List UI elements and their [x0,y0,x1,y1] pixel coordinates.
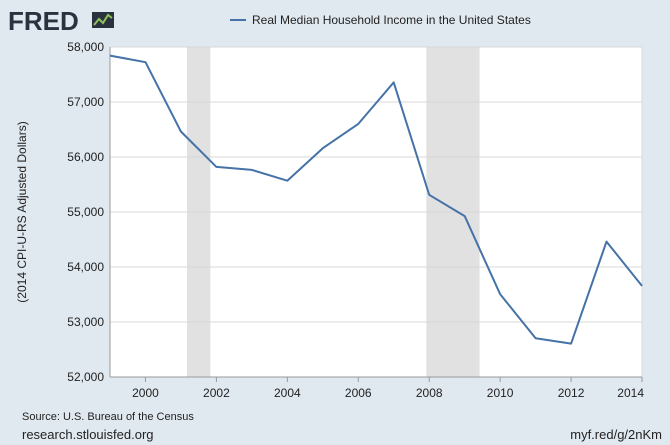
short-link[interactable]: myf.red/g/2nKm [570,427,662,442]
legend-label: Real Median Household Income in the Unit… [252,13,531,27]
fred-logo-text: FRED [8,6,79,36]
data-point[interactable] [214,164,219,169]
fred-logo[interactable]: FRED [8,6,114,36]
x-tick-label: 2014 [617,386,644,400]
x-tick-label: 2004 [274,386,301,400]
data-point[interactable] [249,167,254,172]
x-tick-label: 2010 [487,386,514,400]
y-tick-label: 53,000 [67,315,104,329]
series-line-0[interactable] [109,54,643,345]
line-chart-icon [92,12,114,28]
y-tick-label: 52,000 [67,370,104,384]
y-axis-label: (2014 CPI-U-RS Adjusted Dollars) [15,121,29,302]
source-note: Source: U.S. Bureau of the Census [22,411,194,423]
data-point[interactable] [498,292,503,297]
data-point[interactable] [178,129,183,134]
data-point[interactable] [462,214,467,219]
x-tick-label: 2006 [345,386,372,400]
y-tick-label: 57,000 [67,95,104,109]
legend: Real Median Household Income in the Unit… [230,13,531,27]
site-link[interactable]: research.stlouisfed.org [22,427,154,442]
x-tick-label: 2000 [132,386,159,400]
y-tick-label: 55,000 [67,205,104,219]
y-tick-label: 54,000 [67,260,104,274]
data-point[interactable] [533,336,538,341]
data-point[interactable] [391,80,396,85]
y-tick-label: 56,000 [67,150,104,164]
data-point[interactable] [108,53,113,58]
data-point[interactable] [320,146,325,151]
data-point[interactable] [427,192,432,197]
x-tick-label: 2002 [203,386,230,400]
data-point[interactable] [640,283,645,288]
data-point[interactable] [285,178,290,183]
y-tick-label: 58,000 [67,40,104,54]
gridlines [109,46,643,378]
data-point[interactable] [143,60,148,65]
y-axis: 52,000 53,000 54,000 55,000 56,000 57,000 58,0… [67,40,104,384]
x-tick-label: 2008 [416,386,443,400]
data-point[interactable] [356,121,361,126]
data-point[interactable] [569,341,574,346]
x-axis: 2000 2002 2004 2006 2008 2010 2012 2014 [132,377,644,400]
x-tick-label: 2012 [558,386,585,400]
series-group [108,53,645,346]
data-point[interactable] [604,239,609,244]
